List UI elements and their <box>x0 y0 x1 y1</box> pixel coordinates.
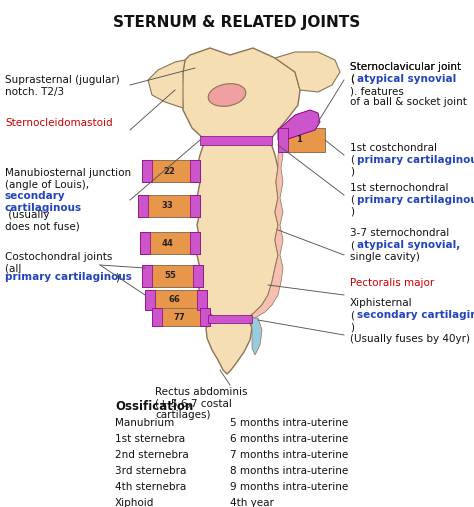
Text: ). features: ). features <box>350 86 404 96</box>
Text: Sternocleidomastoid: Sternocleidomastoid <box>5 118 113 128</box>
Text: secondary
cartilaginous: secondary cartilaginous <box>5 191 82 212</box>
Polygon shape <box>275 52 340 92</box>
Bar <box>152 308 210 326</box>
Polygon shape <box>148 60 185 108</box>
Text: 2nd sternebra: 2nd sternebra <box>115 450 189 460</box>
Text: (: ( <box>350 310 354 320</box>
Text: ): ) <box>350 167 354 177</box>
Text: 9 months intra-uterine: 9 months intra-uterine <box>230 482 348 492</box>
Text: 3rd sternebra: 3rd sternebra <box>115 466 186 476</box>
Text: Sternoclavicular joint: Sternoclavicular joint <box>350 62 461 72</box>
Text: 3-7 sternochondral: 3-7 sternochondral <box>350 228 449 238</box>
Polygon shape <box>278 110 320 140</box>
Bar <box>145 290 155 310</box>
Bar <box>200 308 210 326</box>
Text: 1st sternochondral: 1st sternochondral <box>350 183 448 193</box>
Text: (: ( <box>350 74 354 84</box>
Bar <box>140 232 150 254</box>
Text: 4th year: 4th year <box>230 498 274 507</box>
Bar <box>142 160 200 182</box>
Text: Xiphoid: Xiphoid <box>115 498 155 507</box>
Bar <box>142 265 152 287</box>
Text: 6: 6 <box>168 296 174 305</box>
Text: primary cartilaginous: primary cartilaginous <box>357 195 474 205</box>
Text: Pectoralis major: Pectoralis major <box>350 278 434 288</box>
Bar <box>190 195 200 217</box>
Bar <box>140 232 200 254</box>
Text: 2: 2 <box>163 166 169 175</box>
Text: 6: 6 <box>173 296 179 305</box>
Bar <box>152 308 162 326</box>
Text: Rectus abdominis
(+ 5,6,7 costal
cartilages): Rectus abdominis (+ 5,6,7 costal cartila… <box>155 387 247 420</box>
Bar <box>278 128 325 152</box>
Text: 3: 3 <box>161 201 167 210</box>
Bar <box>142 265 203 287</box>
Text: atypical synovial,: atypical synovial, <box>357 240 460 250</box>
Polygon shape <box>182 48 300 143</box>
Polygon shape <box>197 140 278 322</box>
Text: 4: 4 <box>162 238 168 247</box>
Text: atypical synovial: atypical synovial <box>357 74 456 84</box>
Polygon shape <box>250 318 262 355</box>
Text: (: ( <box>350 240 354 250</box>
Text: 5: 5 <box>170 272 175 280</box>
Bar <box>190 160 200 182</box>
Text: single cavity): single cavity) <box>350 252 420 262</box>
Bar <box>193 265 203 287</box>
Bar <box>145 290 207 310</box>
Bar <box>138 195 200 217</box>
Text: 6 months intra-uterine: 6 months intra-uterine <box>230 434 348 444</box>
Bar <box>197 290 207 310</box>
Polygon shape <box>206 318 252 374</box>
Text: ): ) <box>115 272 119 282</box>
Text: 8 months intra-uterine: 8 months intra-uterine <box>230 466 348 476</box>
Text: ): ) <box>350 322 354 332</box>
Polygon shape <box>248 148 283 318</box>
Text: Ossification: Ossification <box>115 400 193 413</box>
Text: 5 months intra-uterine: 5 months intra-uterine <box>230 418 348 428</box>
Bar <box>208 315 252 323</box>
Text: 1st costchondral: 1st costchondral <box>350 143 437 153</box>
Text: Xiphisternal: Xiphisternal <box>350 298 413 308</box>
Text: 4: 4 <box>167 238 173 247</box>
Text: Manubiosternal junction
(angle of Louis),: Manubiosternal junction (angle of Louis)… <box>5 168 131 190</box>
Text: 4th sternebra: 4th sternebra <box>115 482 186 492</box>
Text: (usually
does not fuse): (usually does not fuse) <box>5 210 80 232</box>
Text: Costochondral joints
(all: Costochondral joints (all <box>5 252 112 274</box>
Text: of a ball & socket joint: of a ball & socket joint <box>350 97 467 107</box>
Bar <box>190 232 200 254</box>
Text: (Usually fuses by 40yr): (Usually fuses by 40yr) <box>350 334 470 344</box>
Text: 1: 1 <box>296 135 302 144</box>
Text: Suprasternal (jugular)
notch. T2/3: Suprasternal (jugular) notch. T2/3 <box>5 75 120 97</box>
Text: primary cartilaginous: primary cartilaginous <box>5 272 132 282</box>
Text: 7 months intra-uterine: 7 months intra-uterine <box>230 450 348 460</box>
Text: primary cartilaginous: primary cartilaginous <box>357 155 474 165</box>
Text: (: ( <box>350 195 354 205</box>
Text: 7: 7 <box>178 312 184 321</box>
Bar <box>200 135 272 144</box>
Text: 1st sternebra: 1st sternebra <box>115 434 185 444</box>
Text: secondary cartilaginous: secondary cartilaginous <box>357 310 474 320</box>
Ellipse shape <box>208 84 246 106</box>
Bar <box>278 128 288 152</box>
Text: (: ( <box>350 155 354 165</box>
Bar <box>138 195 148 217</box>
Text: 3: 3 <box>166 201 172 210</box>
Text: 5: 5 <box>164 272 171 280</box>
Text: Manubrium: Manubrium <box>115 418 174 428</box>
Text: 2: 2 <box>168 166 174 175</box>
Text: ): ) <box>350 207 354 217</box>
Text: 7: 7 <box>173 312 179 321</box>
Text: STERNUM & RELATED JOINTS: STERNUM & RELATED JOINTS <box>113 15 361 30</box>
Bar <box>142 160 152 182</box>
Text: Sternoclavicular joint
(: Sternoclavicular joint ( <box>350 62 461 84</box>
